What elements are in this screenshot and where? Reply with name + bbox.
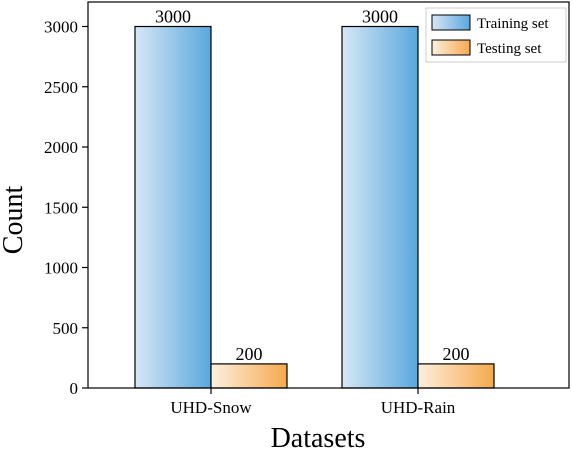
y-axis-label: Count xyxy=(0,186,29,255)
x-axis-label: Datasets xyxy=(271,423,366,452)
y-tick-label: 2000 xyxy=(44,138,78,157)
legend: Training set Testing set xyxy=(425,7,567,63)
y-tick-label: 1500 xyxy=(44,198,78,217)
y-tick-label: 1000 xyxy=(44,259,78,278)
data-label: 3000 xyxy=(362,7,398,27)
data-label: 3000 xyxy=(155,7,191,27)
x-tick-label: UHD-Snow xyxy=(170,398,252,417)
x-axis-ticks: UHD-Snow UHD-Rain xyxy=(170,388,456,417)
data-label: 200 xyxy=(236,344,263,364)
legend-swatch-training xyxy=(431,14,471,31)
data-label: 200 xyxy=(443,344,470,364)
y-tick-label: 3000 xyxy=(44,18,78,37)
y-tick-label: 500 xyxy=(53,319,79,338)
bars: 3000 200 3000 200 xyxy=(134,7,495,389)
bar-training-uhd-snow xyxy=(134,25,212,389)
bar-training-uhd-rain xyxy=(341,25,419,389)
legend-label-testing: Testing set xyxy=(477,41,542,57)
y-axis-ticks: 0 500 1000 1500 2000 2500 3000 xyxy=(44,18,88,398)
legend-label-training: Training set xyxy=(477,16,549,32)
x-tick-label: UHD-Rain xyxy=(381,398,456,417)
y-tick-label: 0 xyxy=(70,379,79,398)
bar-testing-uhd-rain xyxy=(417,363,495,389)
plot-frame xyxy=(87,1,570,389)
legend-swatch-testing xyxy=(431,39,471,56)
bar-testing-uhd-snow xyxy=(210,363,288,389)
y-tick-label: 2500 xyxy=(44,78,78,97)
